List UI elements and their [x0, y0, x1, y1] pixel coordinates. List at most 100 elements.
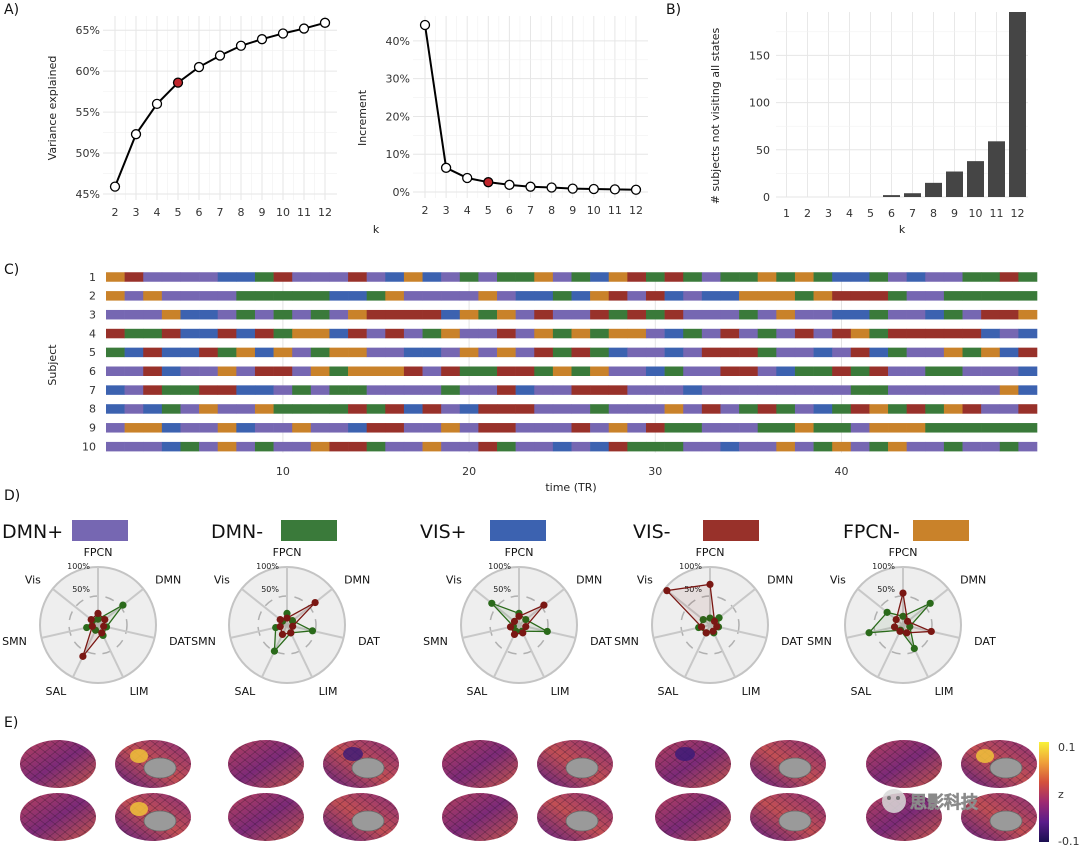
- data-point: [319, 17, 331, 28]
- x-tick-label: 9: [569, 204, 576, 217]
- state-cell: [552, 328, 572, 339]
- bar-k8: [925, 182, 942, 197]
- state-cell: [832, 328, 852, 339]
- state-cell: [292, 272, 312, 282]
- state-cell: [422, 404, 442, 414]
- radar-pos-point: [510, 630, 519, 639]
- state-cell: [161, 309, 181, 320]
- state-cell: [813, 404, 833, 414]
- radar-spoke: [71, 624, 99, 678]
- state-cell: [943, 404, 963, 414]
- bar-k7: [904, 193, 921, 197]
- state-cell: [1018, 366, 1038, 376]
- state-cell: [571, 291, 591, 301]
- radar-pos-point: [506, 623, 515, 631]
- state-cell: [981, 385, 1001, 395]
- state-cell: [329, 347, 349, 358]
- state-cell: [869, 309, 889, 320]
- state-cell: [310, 423, 330, 433]
- state-cell: [217, 272, 237, 282]
- radar-neg-point: [883, 608, 891, 616]
- data-point: [630, 184, 642, 195]
- radar-neg-point: [522, 615, 530, 624]
- radar-pos-point: [289, 622, 297, 630]
- state-cell: [962, 404, 982, 414]
- state-cell: [403, 272, 423, 282]
- state-cell: [757, 309, 777, 320]
- state-cell: [385, 328, 405, 339]
- state-cell: [515, 441, 535, 452]
- state-cell: [552, 423, 572, 433]
- state-legend-name: DMN+: [2, 521, 63, 543]
- state-cell: [962, 385, 982, 395]
- state-cell: [627, 441, 647, 452]
- watermark-text: 思影科技: [910, 792, 979, 813]
- state-cell: [925, 309, 945, 320]
- state-cell: [106, 423, 125, 433]
- state-cell: [273, 385, 293, 395]
- state-cell: [999, 309, 1019, 320]
- state-cell: [701, 366, 721, 376]
- state-cell: [199, 328, 219, 339]
- state-cell: [571, 441, 591, 452]
- radar-pos-point: [88, 622, 96, 630]
- state-legend-name: VIS+: [420, 521, 467, 543]
- radar-pos-point: [287, 629, 295, 637]
- x-tick-label: 11: [990, 207, 1004, 220]
- state-cell: [590, 423, 610, 433]
- state-cell: [645, 404, 665, 414]
- state-cell: [292, 441, 312, 452]
- state-cell: [329, 423, 349, 433]
- state-cell: [608, 272, 628, 282]
- state-cell: [199, 272, 219, 282]
- state-cell: [441, 423, 461, 433]
- state-cell: [776, 404, 796, 414]
- radar-axis-label: SMN: [423, 635, 448, 648]
- y-tick-label: 50%: [76, 147, 100, 160]
- x-tick-label: 9: [951, 207, 958, 220]
- radar-axis-label: Vis: [446, 573, 462, 586]
- brain-medial-wall: [143, 810, 177, 832]
- state-cell: [794, 309, 814, 320]
- brain-medial-wall: [989, 810, 1023, 832]
- state-cell: [683, 309, 703, 320]
- state-cell: [1018, 291, 1038, 301]
- state-cell: [292, 347, 312, 358]
- radar-axis-label: Vis: [637, 573, 653, 586]
- radar-50-label: 50%: [684, 585, 702, 594]
- state-cell: [180, 404, 200, 414]
- brain-medial-top: [115, 740, 191, 788]
- state-cell: [683, 404, 703, 414]
- state-cell: [515, 423, 535, 433]
- state-cell: [329, 328, 349, 339]
- radar-pos-point: [79, 652, 87, 660]
- state-cell: [124, 385, 144, 395]
- state-cell: [497, 328, 516, 339]
- state-cell: [1018, 423, 1038, 433]
- state-cell: [254, 423, 274, 433]
- state-cell: [832, 423, 852, 433]
- state-cell: [124, 441, 144, 452]
- y-tick-label: 65%: [76, 24, 100, 37]
- brain-hot-region: [976, 749, 994, 763]
- state-cell: [962, 366, 982, 376]
- state-cell: [627, 328, 647, 339]
- state-cell: [701, 423, 721, 433]
- state-cell: [143, 272, 163, 282]
- radar-pos-point: [87, 615, 95, 624]
- radar-pos-point: [276, 615, 284, 624]
- state-cell: [441, 441, 461, 452]
- x-tick-label: 5: [485, 204, 492, 217]
- state-cell: [515, 366, 535, 376]
- brain-lateral-top: [228, 740, 304, 788]
- state-cell: [981, 309, 1001, 320]
- state-cell: [776, 385, 796, 395]
- state-cell: [701, 385, 721, 395]
- state-cell: [869, 291, 889, 301]
- state-cell: [981, 347, 1001, 358]
- state-cell: [217, 423, 237, 433]
- state-cell: [906, 385, 926, 395]
- state-cell: [850, 328, 870, 339]
- radar-pos-point: [283, 614, 291, 622]
- state-cell: [794, 328, 814, 339]
